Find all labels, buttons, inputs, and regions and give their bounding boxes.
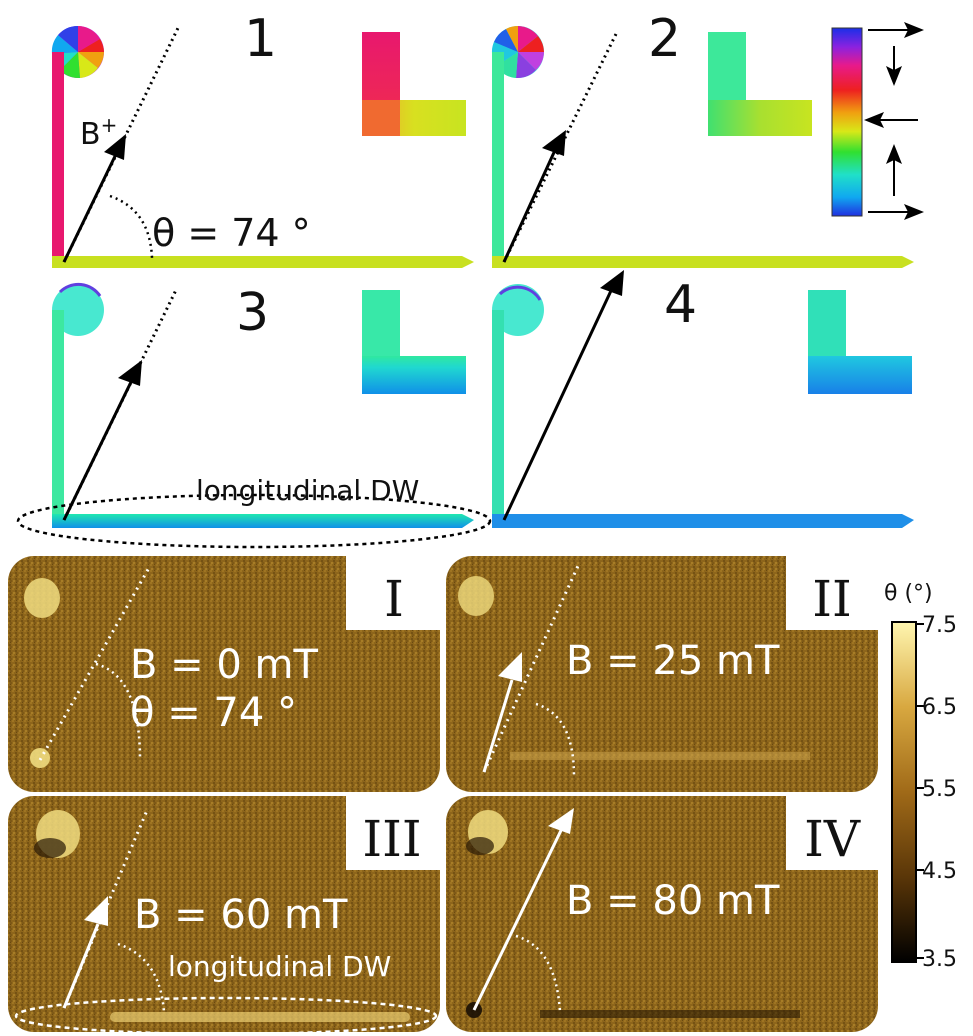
horizontal-wire <box>52 514 474 528</box>
colorbar-tick: 7.5 <box>922 613 957 638</box>
xmcd-panel-III: III B = 60 mT longitudinal DW <box>8 796 440 1036</box>
field-arrow <box>62 379 134 521</box>
field-value: B = 60 mT <box>134 892 348 938</box>
field-arrowhead <box>118 360 142 386</box>
angle-arc <box>109 194 154 259</box>
colorbar-tick: 3.5 <box>922 947 957 972</box>
panel-number: 1 <box>244 9 277 69</box>
vertical-wire <box>492 52 504 268</box>
colorbar-tick: 5.5 <box>922 777 957 802</box>
panel-number: 4 <box>664 275 697 335</box>
left-arrow-icon <box>864 112 884 128</box>
xmcd-panel-IV: IV B = 80 mT <box>446 796 878 1032</box>
vortex-disc <box>52 284 104 336</box>
field-value: B = 80 mT <box>566 878 780 924</box>
field-arrowhead <box>542 130 566 156</box>
field-arrow <box>502 279 618 521</box>
xmcd-panel-I: I B = 0 mT θ = 74 ° <box>8 556 440 792</box>
colorbar-title: θ (°) <box>884 581 933 606</box>
corner-inset <box>708 32 812 136</box>
field-arrow <box>62 149 120 263</box>
field-arrowhead <box>600 270 624 296</box>
xmcd-colorbar: θ (°) 7.5 6.5 5.5 4.5 3.5 <box>884 581 957 972</box>
field-arrow <box>502 147 558 263</box>
vortex-contrast <box>458 576 494 616</box>
panel-label: IV <box>804 810 861 868</box>
angle-label: θ = 74 ° <box>152 211 311 255</box>
vortex-contrast <box>24 578 60 618</box>
field-arrow <box>482 679 514 773</box>
field-label: B+ <box>80 113 117 152</box>
vortex-disc <box>492 284 544 336</box>
vertical-wire <box>52 310 64 528</box>
field-value: B = 0 mT <box>130 642 319 688</box>
vortex-disc <box>51 25 104 79</box>
vertical-wire <box>52 52 64 268</box>
hue-colorbar <box>831 22 924 220</box>
field-arrowhead <box>104 134 126 160</box>
sim-panel-1: B+ θ = 74 ° 1 <box>51 9 474 268</box>
sim-panel-3: longitudinal DW 3 <box>16 282 492 549</box>
panel-number: 3 <box>236 283 269 343</box>
dw-ellipse <box>14 996 438 1036</box>
dw-ellipse <box>16 493 492 549</box>
panel-label: I <box>384 570 404 628</box>
corner-inset <box>808 290 912 394</box>
horizontal-wire <box>492 256 914 268</box>
horizontal-wire <box>492 514 914 528</box>
angle-arc <box>535 702 576 777</box>
field-value: B = 25 mT <box>566 638 780 684</box>
sim-panel-4: 4 <box>492 270 914 528</box>
field-arrowhead <box>498 652 522 682</box>
colorbar-tick: 6.5 <box>922 695 957 720</box>
panel-number: 2 <box>648 9 681 69</box>
dw-label: longitudinal DW <box>196 474 419 507</box>
corner-inset <box>362 32 466 136</box>
field-arrowhead <box>84 896 108 926</box>
up-arrow-icon <box>886 144 902 164</box>
field-direction-line <box>482 565 580 773</box>
right-arrow-icon <box>904 22 924 38</box>
dw-label: longitudinal DW <box>168 950 391 983</box>
field-arrowhead <box>548 808 574 834</box>
angle-value: θ = 74 ° <box>130 690 297 736</box>
right-arrow-icon <box>904 204 924 220</box>
colorbar-tick: 4.5 <box>922 859 957 884</box>
field-arrow <box>62 923 100 1009</box>
down-arrow-icon <box>886 66 902 86</box>
xmcd-panel-II: II B = 25 mT <box>446 556 878 792</box>
panel-label: II <box>812 570 852 628</box>
sim-panel-2: 2 <box>491 9 924 268</box>
horizontal-wire <box>52 256 474 268</box>
panel-label: III <box>362 810 421 868</box>
corner-inset <box>362 290 466 394</box>
field-arrow <box>472 815 570 1011</box>
vertical-wire <box>492 310 504 528</box>
